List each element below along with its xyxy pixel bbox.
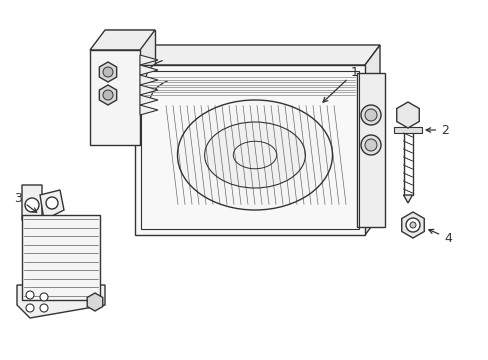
- Text: 2: 2: [426, 123, 448, 136]
- Circle shape: [26, 304, 34, 312]
- Polygon shape: [401, 212, 424, 238]
- Text: 4: 4: [428, 229, 451, 244]
- Ellipse shape: [177, 100, 332, 210]
- Polygon shape: [403, 195, 412, 203]
- Polygon shape: [105, 30, 155, 125]
- Circle shape: [40, 304, 48, 312]
- Polygon shape: [90, 30, 155, 50]
- Polygon shape: [135, 45, 379, 65]
- Circle shape: [40, 293, 48, 301]
- Circle shape: [360, 135, 380, 155]
- Circle shape: [364, 109, 376, 121]
- Polygon shape: [364, 45, 379, 235]
- Circle shape: [103, 90, 113, 100]
- Polygon shape: [135, 65, 364, 235]
- Circle shape: [409, 222, 415, 228]
- Text: 3: 3: [14, 192, 37, 212]
- Circle shape: [26, 291, 34, 299]
- Polygon shape: [99, 85, 117, 105]
- Polygon shape: [140, 105, 158, 115]
- Polygon shape: [17, 285, 105, 318]
- Circle shape: [364, 139, 376, 151]
- Polygon shape: [140, 65, 158, 75]
- Polygon shape: [99, 62, 117, 82]
- Polygon shape: [393, 127, 421, 133]
- Polygon shape: [140, 75, 158, 85]
- Polygon shape: [396, 102, 418, 128]
- Polygon shape: [140, 95, 158, 105]
- Circle shape: [46, 197, 58, 209]
- Polygon shape: [356, 73, 384, 227]
- Text: 1: 1: [323, 66, 358, 102]
- Ellipse shape: [204, 122, 305, 188]
- Polygon shape: [40, 190, 64, 220]
- Polygon shape: [140, 55, 158, 65]
- Polygon shape: [22, 185, 42, 233]
- Polygon shape: [87, 293, 102, 311]
- Polygon shape: [22, 215, 100, 300]
- Circle shape: [405, 218, 419, 232]
- Circle shape: [103, 67, 113, 77]
- Circle shape: [360, 105, 380, 125]
- Circle shape: [25, 198, 39, 212]
- Polygon shape: [140, 85, 158, 95]
- Polygon shape: [90, 50, 140, 145]
